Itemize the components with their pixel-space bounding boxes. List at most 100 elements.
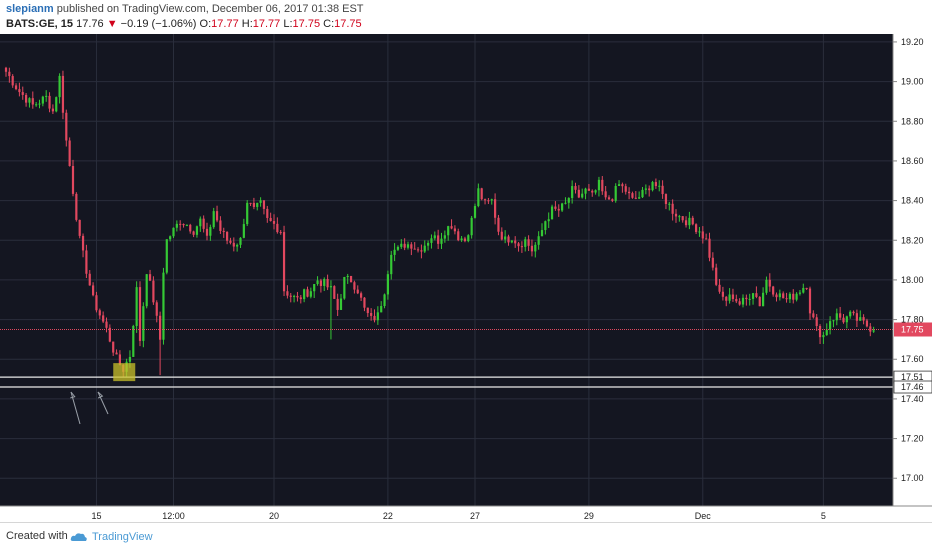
tradingview-cloud-icon [70,533,87,541]
candle-body [705,238,708,240]
candle-body [88,273,91,286]
tradingview-brand: TradingView [92,531,153,543]
candle-body [668,203,671,205]
candle-body [604,191,607,198]
time-axis[interactable]: 15 12:00 20 22 27 29 Dec 5 [0,505,932,521]
candle-body [162,272,165,340]
candle-body [272,221,276,224]
candle-body [494,199,497,218]
candle-body [751,293,755,299]
candle-body [607,197,611,200]
candle-body [788,293,791,300]
candle-body [544,221,547,231]
candle-body [169,236,172,240]
candle-body [373,315,376,321]
candle-body [199,218,202,227]
grid [0,34,893,506]
candle-body [594,190,597,193]
candle-body [313,284,316,292]
candle-body [621,184,624,187]
candle-body [557,208,560,211]
last-price-marker [894,322,932,337]
candle-body [102,315,105,322]
y-tick-label: 18.80 [901,116,924,126]
candle-body [688,217,691,226]
candle-body [165,239,168,273]
candle-body [249,202,252,204]
candle-body [246,202,249,225]
candle-body [574,186,577,190]
candle-body [152,280,155,303]
last-price-value: 17.76 [76,18,104,30]
candle-body [829,321,832,330]
candle-body [266,208,269,218]
support-level-label: 17.46 [901,382,924,392]
candle-body [453,228,456,232]
ohlc-legend: BATS:GE, 15 17.76 ▼ −0.19 (−1.06%) O:17.… [6,18,362,30]
y-tick-label: 18.20 [901,235,924,245]
candle-body [276,223,279,233]
candle-body [353,282,356,290]
candle-body [524,239,527,247]
candle-body [748,298,751,300]
candle-body [470,217,473,236]
candle-body [654,182,657,187]
price-chart[interactable]: 19.20 19.00 18.80 18.60 18.40 18.20 18.00 17.80… [0,0,932,522]
candle-body [306,289,309,297]
candle-body [296,295,299,298]
candle-body [825,329,828,336]
candle-body [487,200,490,202]
open-value: 17.77 [211,18,239,30]
candle-body [691,217,694,225]
publisher-name[interactable]: slepianm [6,3,54,15]
candle-body [289,295,292,297]
candle-body [681,216,684,221]
candle-body [581,193,584,198]
candle-body [427,242,430,246]
candle-body [279,232,282,234]
candle-body [195,226,199,235]
y-tick-label: 18.00 [901,275,924,285]
candle-body [463,238,467,242]
candle-body [601,179,604,192]
candle-body [222,230,225,232]
candle-body [68,140,71,167]
candle-body [132,325,135,357]
candle-body [715,267,718,285]
published-text: published on TradingView.com, December 0… [56,3,364,15]
candle-body [872,330,875,332]
highlight-box[interactable] [113,363,136,382]
candle-body [708,238,711,258]
candle-body [631,193,634,198]
candle-body [775,294,778,298]
close-label: C: [323,18,335,30]
candle-body [802,287,805,293]
candle-body [370,313,373,316]
candle-body [695,224,698,232]
candle-body [534,244,537,252]
candle-body [651,182,654,191]
candle-body [862,317,865,321]
candle-body [473,206,477,218]
tradingview-link[interactable]: TradingView [70,527,153,547]
candle-body [25,94,28,103]
candle-body [319,280,322,286]
chart-header: slepianm published on TradingView.com, D… [0,0,932,34]
candle-body [550,206,554,220]
y-tick-label: 19.00 [901,77,924,87]
price-axis[interactable]: 19.20 19.00 18.80 18.60 18.40 18.20 18.00 17.80… [892,34,932,506]
candle-body [326,279,329,288]
candle-body [567,198,570,203]
candle-body [500,231,503,240]
candle-body [145,274,148,307]
candle-body [564,202,567,204]
candle-body [554,206,557,209]
candle-body [182,224,185,226]
candle-body [671,203,674,214]
candle-body [259,200,262,203]
candle-body [611,199,614,201]
candle-body [118,354,121,365]
x-tick-label: 12:00 [162,511,185,521]
y-tick-label: 17.40 [901,394,924,404]
candle-body [591,190,594,193]
